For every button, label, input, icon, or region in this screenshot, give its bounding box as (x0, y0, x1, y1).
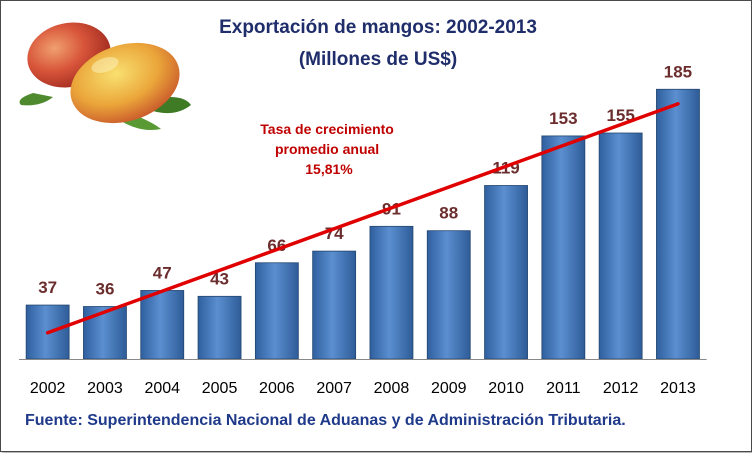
x-tick-2011: 2011 (546, 380, 581, 397)
growth-annotation: Tasa de crecimiento promedio anual 15,81… (260, 121, 397, 177)
x-tick-2002: 2002 (30, 380, 66, 397)
mango-fruit-image (19, 22, 191, 130)
data-label-2004: 47 (153, 263, 172, 282)
leaf-icon (19, 93, 53, 106)
chart-title: Exportación de mangos: 2002-2013 (219, 17, 537, 38)
bar-2011 (541, 135, 586, 360)
source-note: Fuente: Superintendencia Nacional de Adu… (25, 412, 626, 429)
bar-series (25, 88, 700, 360)
data-label-2003: 36 (95, 280, 114, 299)
data-label-2009: 88 (439, 204, 458, 223)
annotation-line-1: Tasa de crecimiento (260, 121, 394, 137)
bar-2005 (197, 295, 242, 360)
bar-2007 (312, 250, 357, 360)
x-tick-2012: 2012 (603, 380, 639, 397)
x-tick-2005: 2005 (202, 380, 238, 397)
x-tick-2003: 2003 (87, 380, 123, 397)
bar-2006 (254, 262, 299, 360)
data-label-2005: 43 (210, 269, 229, 288)
bar-2009 (426, 230, 471, 360)
bar-2008 (369, 225, 414, 360)
x-tick-2013: 2013 (660, 380, 696, 397)
mango-highlight (91, 57, 119, 73)
x-tick-2010: 2010 (488, 380, 524, 397)
data-label-2002: 37 (38, 278, 57, 297)
bar-2013 (656, 88, 700, 360)
x-tick-2006: 2006 (259, 380, 295, 397)
bar-2004 (140, 290, 185, 360)
x-tick-labels: 2002 2003 2004 2005 2006 2007 2008 2009 2010 2011… (30, 380, 696, 397)
annotation-line-2: promedio anual (275, 141, 379, 157)
x-tick-2007: 2007 (316, 380, 352, 397)
data-label-2013: 185 (664, 62, 692, 81)
bar-2010 (484, 185, 528, 360)
x-tick-2008: 2008 (374, 380, 410, 397)
data-label-2011: 153 (549, 109, 577, 128)
trend-line (45, 102, 680, 335)
bar-2012 (598, 132, 643, 360)
bar-2003 (83, 306, 127, 360)
annotation-line-3: 15,81% (305, 161, 353, 177)
x-tick-2004: 2004 (144, 380, 180, 397)
x-tick-2009: 2009 (431, 380, 467, 397)
chart-subtitle: (Millones de US$) (299, 49, 457, 70)
